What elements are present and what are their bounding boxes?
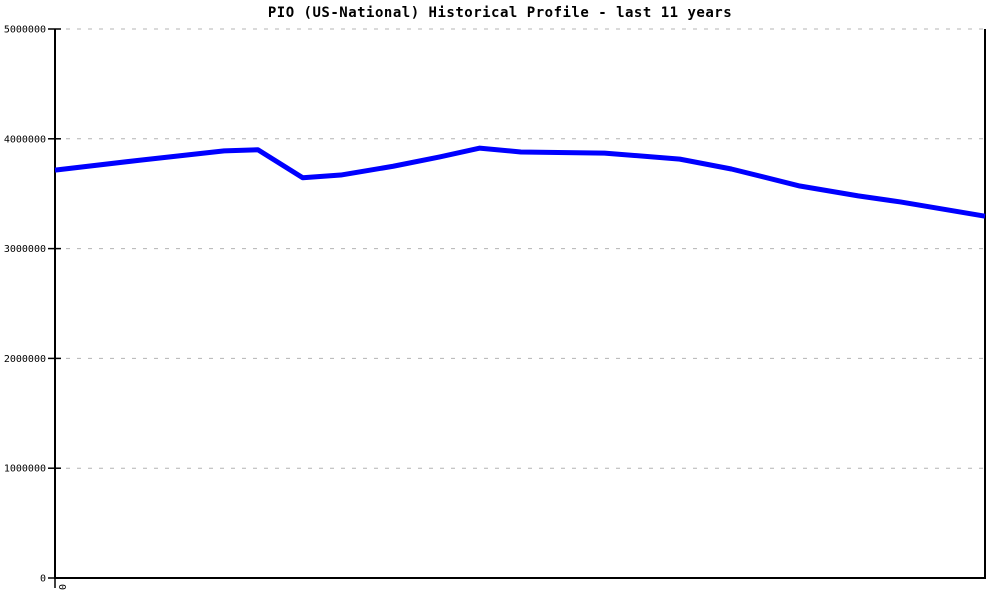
chart-title: PIO (US-National) Historical Profile - l… (267, 5, 733, 21)
y-tick-label: 1000000 (4, 464, 46, 475)
y-tick-label: 3000000 (4, 244, 46, 255)
y-tick-label: 4000000 (4, 134, 46, 145)
y-tick-label: 5000000 (4, 25, 46, 36)
y-tick-label: 2000000 (4, 354, 46, 365)
y-tick-label: 0 (40, 574, 46, 585)
x-tick-label: 0 (56, 584, 67, 590)
data-series-line (54, 145, 986, 219)
